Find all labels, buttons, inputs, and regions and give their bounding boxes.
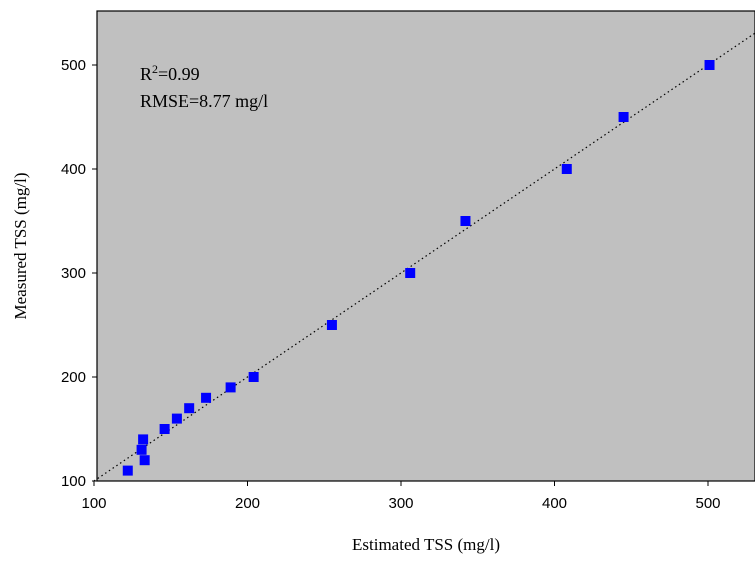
data-point (184, 403, 195, 414)
r-squared-annotation: R2=0.99 (140, 62, 200, 84)
y-tick-label: 400 (61, 161, 86, 178)
r-squared-prefix: R (140, 64, 152, 84)
rmse-annotation: RMSE=8.77 mg/l (140, 91, 268, 111)
y-tick-label: 200 (61, 369, 86, 386)
data-point (139, 455, 150, 466)
r-squared-value: =0.99 (158, 64, 200, 84)
x-tick-label: 400 (542, 495, 567, 512)
data-point (138, 434, 149, 445)
x-tick-label: 200 (235, 495, 260, 512)
data-point (225, 382, 236, 393)
data-point (704, 60, 715, 70)
y-tick-label: 500 (61, 57, 86, 74)
data-point (122, 465, 133, 476)
data-point (159, 424, 170, 434)
r-squared-superscript: 2 (152, 62, 158, 76)
data-point (136, 444, 147, 455)
x-tick-label: 500 (695, 495, 720, 512)
data-point (561, 164, 572, 174)
data-point (171, 413, 182, 424)
x-axis-title: Estimated TSS (mg/l) (352, 535, 500, 554)
data-point (405, 268, 416, 278)
data-point (201, 392, 212, 403)
one-to-one-reference-line (93, 32, 755, 482)
data-point (248, 372, 259, 382)
data-point (460, 216, 471, 226)
axis-ticks: 100 200 300 400 500 100 200 300 400 500 (61, 57, 721, 512)
y-tick-label: 300 (61, 265, 86, 282)
y-tick-label: 100 (61, 473, 86, 490)
x-tick-label: 300 (388, 495, 413, 512)
x-tick-label: 100 (81, 495, 106, 512)
data-points (122, 60, 715, 476)
y-axis-title: Measured TSS (mg/l) (11, 172, 30, 319)
data-point (618, 112, 629, 122)
data-point (326, 320, 337, 330)
